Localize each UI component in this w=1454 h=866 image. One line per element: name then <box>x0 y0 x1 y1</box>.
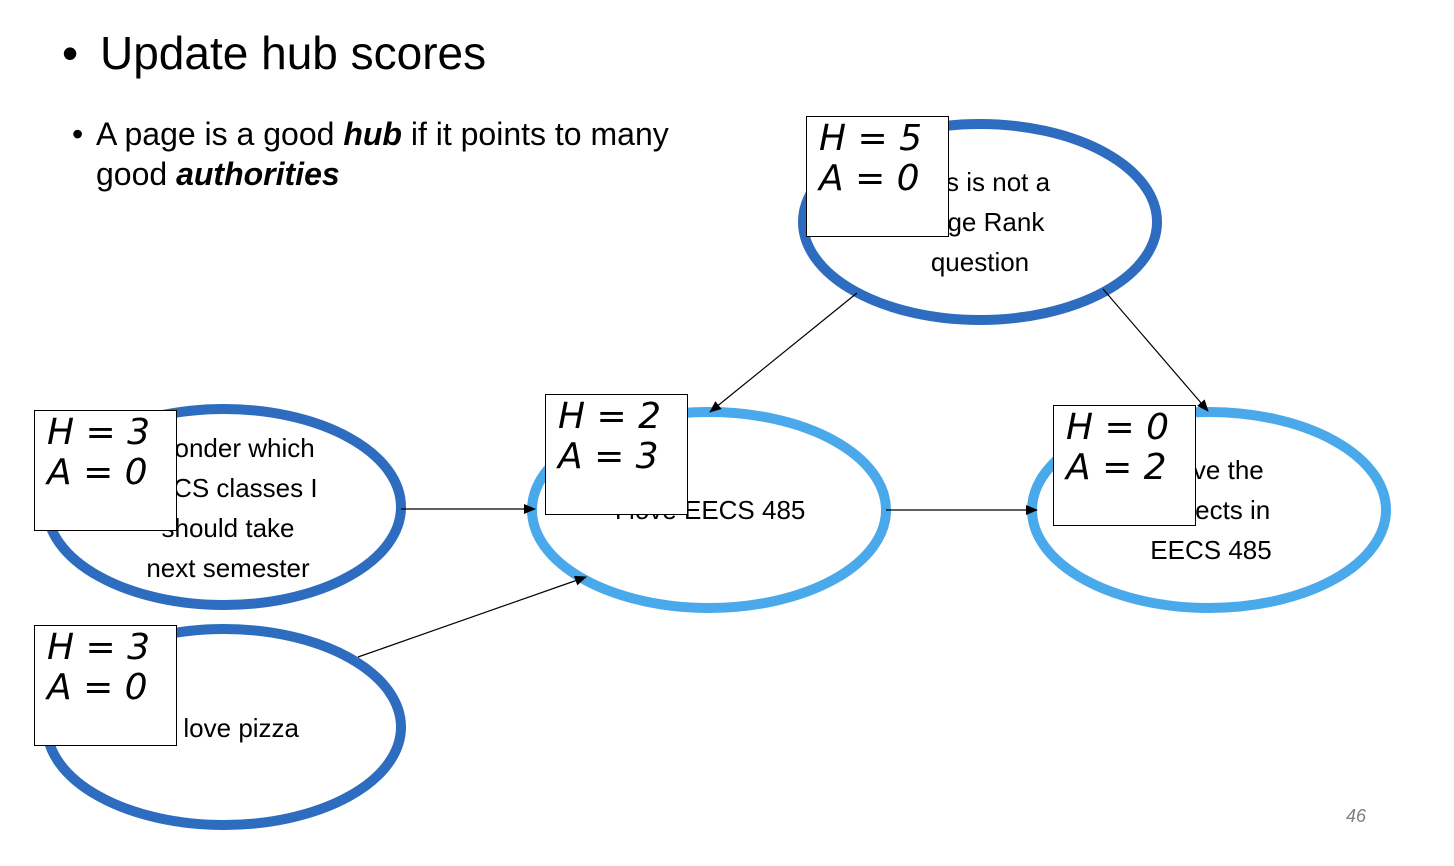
title-text: Update hub scores <box>100 27 487 79</box>
edge-pagerank-to-eecs485 <box>709 292 858 413</box>
bullet-dot: • <box>72 116 84 152</box>
bullet-text: A page is a good hub if it points to man… <box>96 114 672 194</box>
bullet-hub-term: hub <box>343 116 402 152</box>
node-text-line: question <box>930 247 1030 277</box>
bullet-text-mid: if it points to many good <box>96 116 669 192</box>
hub-score: H = 2 <box>558 396 662 437</box>
hub-score: H = 3 <box>47 627 151 668</box>
score-box-wonder: H = 3 A = 0 <box>34 410 177 531</box>
score-box-projects: H = 0 A = 2 <box>1053 405 1196 526</box>
authority-score: A = 0 <box>819 158 920 199</box>
authority-score: A = 3 <box>558 436 659 477</box>
node-text-line: should take <box>161 513 295 543</box>
edge-pagerank-to-projects <box>1102 288 1209 412</box>
authority-score: A = 0 <box>47 667 148 708</box>
edge-pizza-to-eecs485 <box>357 575 587 658</box>
bullet-authorities-term: authorities <box>176 156 340 192</box>
node-ellipse-pagerank <box>798 119 1162 325</box>
node-text-line: next semester <box>146 553 310 583</box>
score-box-pagerank: H = 5 A = 0 <box>806 116 949 237</box>
slide-title: • Update hub scores <box>62 28 486 79</box>
bullet-text-pre: A page is a good <box>96 116 344 152</box>
authority-score: A = 2 <box>1066 447 1167 488</box>
hub-score: H = 5 <box>819 118 923 159</box>
title-bullet: • <box>62 27 79 79</box>
node-text-line: EECS 485 <box>1150 535 1272 565</box>
bullet-point: • A page is a good hub if it points to m… <box>72 114 672 194</box>
hub-score: H = 3 <box>47 412 151 453</box>
page-number: 46 <box>1346 806 1367 826</box>
node-text-pizza: I love pizza <box>134 708 334 748</box>
authority-score: A = 0 <box>47 452 148 493</box>
score-box-pizza: H = 3 A = 0 <box>34 625 177 746</box>
score-box-eecs485: H = 2 A = 3 <box>545 394 688 515</box>
node-text-line: I love pizza <box>168 713 300 743</box>
hub-score: H = 0 <box>1066 407 1170 448</box>
